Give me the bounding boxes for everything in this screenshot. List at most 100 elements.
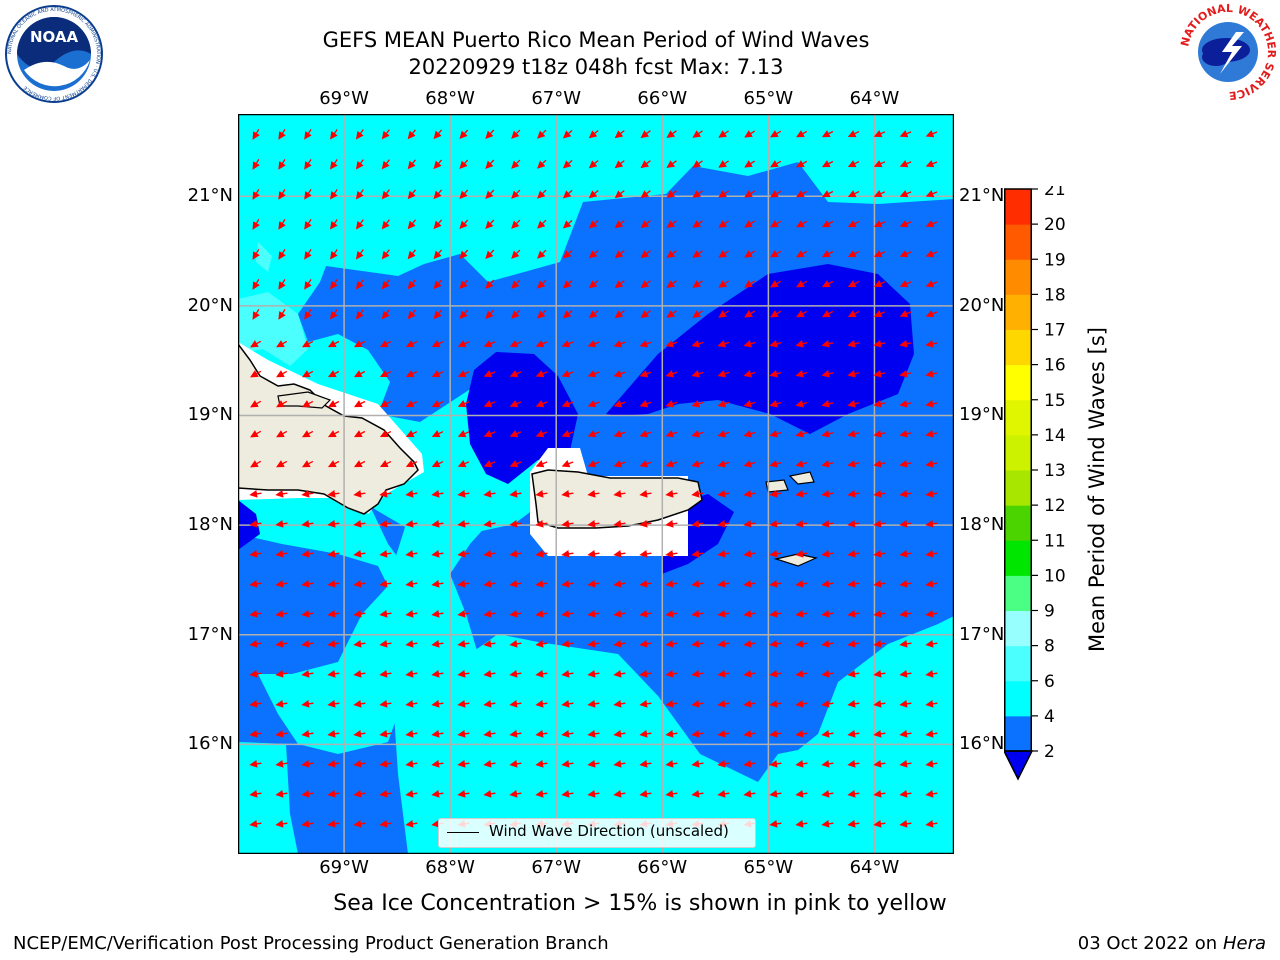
- footer-host: Hera: [1222, 933, 1266, 954]
- wave-direction-arrow: [379, 819, 392, 828]
- axis-label: 66°W: [637, 88, 688, 109]
- wave-direction-arrow: [301, 699, 314, 708]
- chart-subtitle: 20220929 t18z 048h fcst Max: 7.13: [408, 55, 784, 79]
- wave-direction-arrow: [353, 579, 366, 588]
- wave-direction-arrow: [301, 819, 314, 828]
- wave-direction-arrow: [770, 310, 782, 318]
- wave-direction-arrow: [509, 430, 522, 438]
- wave-direction-arrow: [769, 369, 782, 378]
- wave-direction-arrow: [614, 190, 625, 199]
- wave-direction-arrow: [743, 699, 756, 708]
- wave-direction-arrow: [717, 549, 730, 558]
- wave-direction-arrow: [640, 250, 651, 259]
- wave-direction-arrow: [405, 639, 418, 648]
- axis-label: 17°N: [187, 623, 233, 645]
- axis-label: 69°W: [319, 857, 369, 878]
- wave-direction-arrow: [821, 669, 834, 678]
- sea-ice-note: Sea Ice Concentration > 15% is shown in …: [333, 891, 947, 916]
- wave-direction-arrow: [640, 310, 651, 319]
- wave-direction-arrow: [717, 699, 730, 708]
- wave-direction-arrow: [433, 189, 443, 200]
- wave-direction-arrow: [483, 699, 496, 708]
- wave-direction-arrow: [613, 699, 626, 708]
- wave-direction-arrow: [405, 579, 418, 588]
- period-band-4-6-se: [688, 644, 954, 854]
- wave-direction-arrow: [899, 339, 912, 348]
- wave-direction-arrow: [847, 339, 860, 348]
- wave-direction-arrow: [769, 429, 782, 438]
- wave-direction-arrow: [535, 609, 548, 618]
- wave-direction-arrow: [561, 639, 574, 648]
- chart-title: GEFS MEAN Puerto Rico Mean Period of Win…: [322, 28, 870, 52]
- wave-direction-arrow: [537, 159, 547, 169]
- wave-direction-arrow: [821, 519, 834, 528]
- wave-direction-arrow: [873, 639, 886, 648]
- wave-direction-arrow: [614, 310, 625, 319]
- wave-direction-arrow: [405, 340, 418, 348]
- wave-direction-arrow: [613, 579, 626, 588]
- wave-direction-arrow: [717, 399, 730, 408]
- wave-direction-arrow: [327, 789, 340, 798]
- wave-direction-arrow: [873, 250, 886, 258]
- wave-direction-arrow: [535, 549, 548, 558]
- wave-direction-arrow: [327, 819, 340, 828]
- wave-direction-arrow: [666, 310, 677, 318]
- colorbar-tick-label: 16: [1044, 356, 1066, 376]
- wave-direction-arrow: [639, 369, 652, 378]
- wave-direction-arrow: [587, 460, 600, 468]
- wave-direction-arrow: [691, 369, 704, 378]
- wave-direction-arrow: [379, 759, 392, 768]
- wave-direction-arrow: [509, 759, 522, 768]
- wave-direction-arrow: [485, 189, 495, 199]
- wave-direction-arrow: [588, 190, 599, 199]
- wave-direction-arrow: [873, 310, 886, 318]
- wave-direction-arrow: [327, 759, 340, 768]
- wave-direction-arrow: [485, 159, 495, 169]
- wave-direction-arrow: [925, 129, 938, 138]
- wave-direction-arrow: [821, 369, 834, 378]
- wave-direction-arrow: [717, 759, 730, 768]
- colorbar-segment: [1004, 645, 1032, 682]
- period-band-6-8-patch: [256, 242, 272, 272]
- wave-direction-arrow: [614, 280, 625, 289]
- wave-direction-arrow: [717, 459, 730, 468]
- colorbar-tick-label: 21: [1044, 186, 1066, 200]
- wave-direction-arrow: [485, 279, 495, 289]
- wave-direction-arrow: [561, 429, 574, 438]
- wave-direction-arrow: [691, 429, 704, 438]
- wave-direction-arrow: [718, 190, 729, 198]
- wave-direction-arrow: [666, 220, 677, 228]
- wave-direction-arrow: [509, 579, 522, 588]
- wave-direction-arrow: [278, 309, 286, 320]
- wave-direction-arrow: [899, 759, 912, 768]
- wave-direction-arrow: [327, 460, 340, 468]
- wave-direction-arrow: [275, 819, 288, 828]
- wave-direction-arrow: [873, 190, 886, 198]
- wave-direction-arrow: [353, 609, 366, 618]
- wave-direction-arrow: [770, 220, 782, 228]
- wave-direction-arrow: [666, 280, 677, 288]
- wave-direction-arrow: [431, 669, 444, 678]
- wave-direction-arrow: [899, 609, 912, 618]
- colorbar-segment: [1004, 540, 1032, 576]
- colorbar-tick-label: 11: [1044, 531, 1066, 551]
- colorbar-tick-label: 15: [1044, 391, 1066, 411]
- wave-direction-arrow: [718, 310, 729, 318]
- wave-direction-arrow: [847, 220, 860, 228]
- wave-direction-arrow: [405, 400, 418, 408]
- wave-direction-arrow: [457, 639, 470, 648]
- colorbar-segment: [1004, 680, 1032, 717]
- wave-direction-arrow: [743, 609, 756, 618]
- wave-direction-arrow: [925, 819, 938, 828]
- wave-direction-arrow: [561, 519, 574, 528]
- wave-direction-arrow: [873, 549, 886, 558]
- colorbar-segment: [1004, 329, 1032, 366]
- wave-direction-arrow: [459, 129, 469, 139]
- wave-direction-arrow: [407, 279, 416, 290]
- colorbar-tick-label: 20: [1044, 215, 1066, 235]
- wave-direction-arrow: [562, 159, 573, 169]
- wave-direction-arrow: [301, 430, 314, 438]
- wave-direction-arrow: [535, 669, 548, 678]
- wave-direction-arrow: [666, 160, 677, 168]
- wave-direction-arrow: [821, 819, 834, 828]
